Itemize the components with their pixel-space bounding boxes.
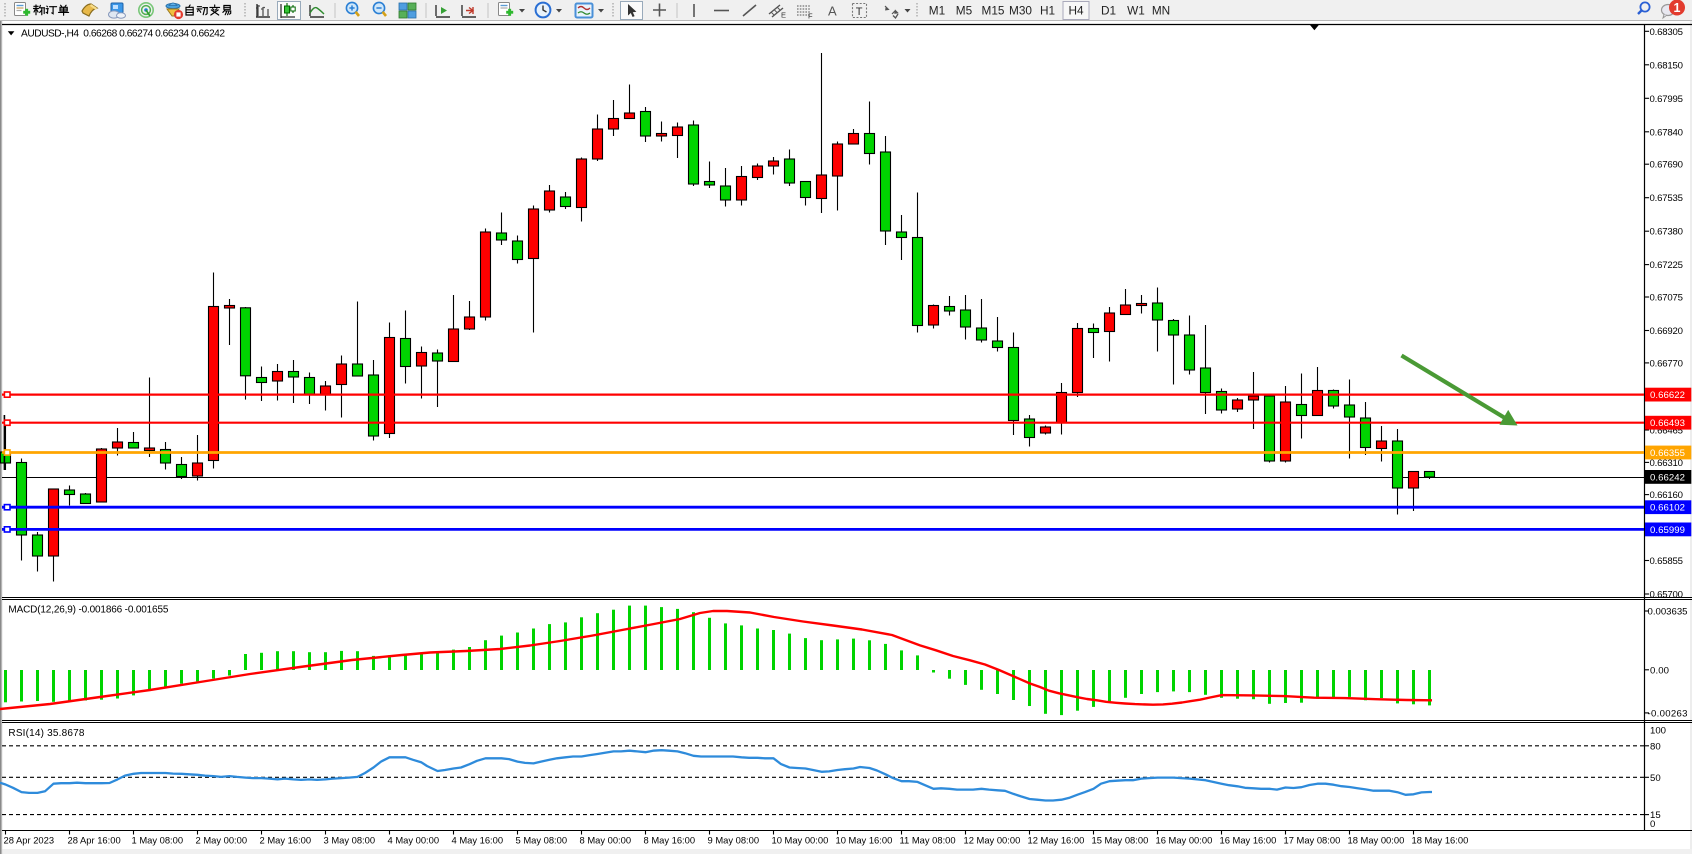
svg-text:W1: W1 [1127, 4, 1145, 18]
svg-text:1: 1 [1674, 1, 1681, 15]
svg-text:4 May 00:00: 4 May 00:00 [388, 834, 440, 845]
svg-text:18 May 00:00: 18 May 00:00 [1348, 834, 1405, 845]
svg-text:0.67380: 0.67380 [1650, 227, 1684, 238]
svg-text:0.00: 0.00 [1650, 665, 1669, 676]
svg-text:0.66493: 0.66493 [1650, 418, 1685, 429]
svg-text:0: 0 [1650, 819, 1655, 830]
svg-text:0.68150: 0.68150 [1650, 60, 1684, 71]
svg-text:80: 80 [1650, 741, 1661, 752]
svg-text:100: 100 [1650, 725, 1666, 736]
svg-text:11 May 08:00: 11 May 08:00 [900, 834, 956, 845]
svg-text:0.67075: 0.67075 [1650, 293, 1684, 304]
svg-text:H4: H4 [1068, 4, 1084, 18]
svg-text:0.003635: 0.003635 [1648, 607, 1688, 618]
svg-text:E: E [781, 11, 786, 20]
svg-text:AUDUSD-,H4 0.66268 0.66274 0.: AUDUSD-,H4 0.66268 0.66274 0.66234 0.662… [21, 29, 225, 40]
svg-text:5 May 08:00: 5 May 08:00 [516, 834, 568, 845]
svg-text:4 May 16:00: 4 May 16:00 [452, 834, 504, 845]
svg-text:10 May 16:00: 10 May 16:00 [836, 834, 893, 845]
svg-text:3 May 08:00: 3 May 08:00 [324, 834, 376, 845]
svg-text:-0.00263: -0.00263 [1648, 708, 1688, 719]
svg-text:0.67690: 0.67690 [1650, 160, 1684, 171]
svg-text:50: 50 [1650, 773, 1661, 784]
svg-text:0.67225: 0.67225 [1650, 260, 1684, 271]
svg-text:8 May 16:00: 8 May 16:00 [644, 834, 696, 845]
svg-text:M15: M15 [982, 4, 1005, 18]
svg-text:0.66102: 0.66102 [1650, 503, 1685, 514]
svg-text:F: F [808, 12, 813, 21]
svg-text:16 May 00:00: 16 May 00:00 [1156, 834, 1213, 845]
svg-text:10 May 00:00: 10 May 00:00 [772, 834, 829, 845]
svg-text:H1: H1 [1040, 4, 1055, 18]
svg-text:0.66465: 0.66465 [1650, 426, 1684, 437]
svg-text:0.65999: 0.65999 [1650, 525, 1685, 536]
svg-text:12 May 00:00: 12 May 00:00 [964, 834, 1021, 845]
svg-text:2 May 16:00: 2 May 16:00 [260, 834, 312, 845]
svg-text:M5: M5 [956, 4, 973, 18]
svg-text:8 May 00:00: 8 May 00:00 [580, 834, 632, 845]
svg-text:1 May 08:00: 1 May 08:00 [132, 834, 184, 845]
svg-text:A: A [828, 4, 837, 19]
svg-text:15 May 08:00: 15 May 08:00 [1092, 834, 1149, 845]
svg-text:MN: MN [1152, 4, 1170, 18]
svg-text:D1: D1 [1101, 4, 1116, 18]
svg-text:M30: M30 [1009, 4, 1032, 18]
svg-text:0.67995: 0.67995 [1650, 94, 1684, 105]
svg-text:18 May 16:00: 18 May 16:00 [1412, 834, 1469, 845]
svg-text:RSI(14) 35.8678: RSI(14) 35.8678 [8, 728, 84, 739]
svg-text:12 May 16:00: 12 May 16:00 [1028, 834, 1085, 845]
svg-text:16 May 16:00: 16 May 16:00 [1220, 834, 1277, 845]
svg-text:0.65855: 0.65855 [1650, 556, 1684, 567]
svg-text:T: T [856, 6, 863, 18]
svg-text:0.66355: 0.66355 [1650, 448, 1685, 459]
svg-text:MACD(12,26,9) -0.001866 -0.001: MACD(12,26,9) -0.001866 -0.001655 [8, 605, 168, 616]
svg-text:0.65700: 0.65700 [1650, 590, 1684, 601]
svg-text:M1: M1 [929, 4, 945, 18]
svg-text:2 May 00:00: 2 May 00:00 [196, 834, 248, 845]
svg-text:17 May 08:00: 17 May 08:00 [1284, 834, 1341, 845]
svg-text:0.67840: 0.67840 [1650, 127, 1684, 138]
svg-text:0.66160: 0.66160 [1650, 490, 1684, 501]
svg-text:28 Apr 16:00: 28 Apr 16:00 [68, 834, 121, 845]
svg-text:15: 15 [1650, 810, 1661, 821]
svg-text:0.66622: 0.66622 [1650, 390, 1685, 401]
svg-text:0.68305: 0.68305 [1650, 27, 1684, 38]
svg-text:0.66920: 0.66920 [1650, 326, 1684, 337]
svg-text:0.66310: 0.66310 [1650, 458, 1684, 469]
svg-text:9 May 08:00: 9 May 08:00 [708, 834, 760, 845]
svg-text:0.66770: 0.66770 [1650, 358, 1684, 369]
svg-text:28 Apr 2023: 28 Apr 2023 [4, 834, 55, 845]
svg-text:0.67535: 0.67535 [1650, 193, 1684, 204]
svg-text:0.66242: 0.66242 [1650, 472, 1685, 483]
